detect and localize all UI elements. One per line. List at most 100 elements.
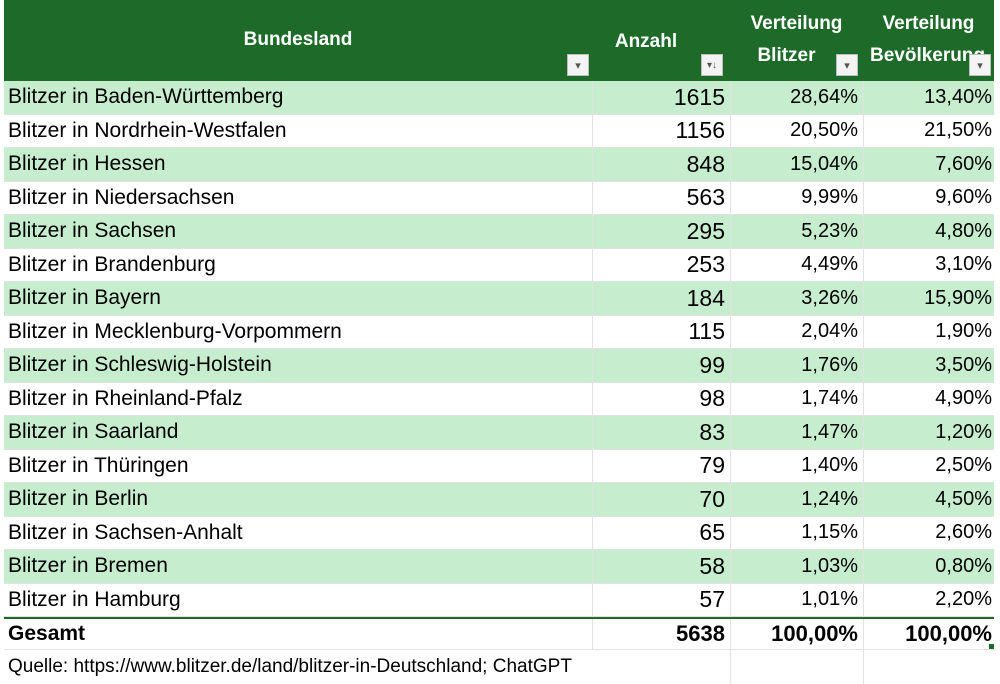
- table-row: Blitzer in Mecklenburg-Vorpommern 115 2,04…: [4, 315, 994, 349]
- header-bundesland[interactable]: Bundesland: [243, 29, 353, 50]
- table-body: Blitzer in Baden-Württemberg 1615 28,64% 13…: [4, 81, 994, 617]
- cell-anzahl[interactable]: 1156: [592, 114, 730, 147]
- total-label[interactable]: Gesamt: [8, 622, 86, 645]
- total-anzahl[interactable]: 5638: [592, 619, 730, 649]
- cell-anzahl[interactable]: 99: [592, 349, 730, 382]
- cell-verteilung-bevoelkerung[interactable]: 15,90%: [863, 282, 994, 315]
- cell-verteilung-bevoelkerung[interactable]: 3,10%: [863, 248, 994, 281]
- header-anzahl[interactable]: Anzahl: [614, 31, 678, 52]
- cell-verteilung-blitzer[interactable]: 1,40%: [730, 449, 863, 482]
- cell-verteilung-blitzer[interactable]: 1,47%: [730, 416, 863, 449]
- cell-bundesland[interactable]: Blitzer in Niedersachsen: [8, 185, 235, 209]
- cell-verteilung-blitzer[interactable]: 28,64%: [730, 81, 863, 114]
- cell-verteilung-bevoelkerung[interactable]: 4,80%: [863, 215, 994, 248]
- cell-bundesland[interactable]: Blitzer in Bayern: [8, 286, 161, 310]
- header-verteilung-blitzer[interactable]: Verteilung Blitzer: [730, 8, 863, 72]
- table-header: Bundesland ▾ Anzahl ▾↓ Verteilung Blitze…: [4, 0, 994, 81]
- cell-anzahl[interactable]: 83: [592, 416, 730, 449]
- cell-bundesland[interactable]: Blitzer in Berlin: [8, 487, 149, 511]
- cell-anzahl[interactable]: 79: [592, 449, 730, 482]
- cell-verteilung-bevoelkerung[interactable]: 1,20%: [863, 416, 994, 449]
- cell-verteilung-bevoelkerung[interactable]: 21,50%: [863, 114, 994, 147]
- cell-verteilung-blitzer[interactable]: 15,04%: [730, 148, 863, 181]
- table-row: Blitzer in Niedersachsen 563 9,99% 9,60%: [4, 181, 994, 215]
- cell-verteilung-bevoelkerung[interactable]: 3,50%: [863, 349, 994, 382]
- header-verteilung-blitzer-line1: Verteilung: [750, 13, 843, 34]
- table-row: Blitzer in Bremen 58 1,03% 0,80%: [4, 550, 994, 584]
- table-row: Blitzer in Baden-Württemberg 1615 28,64% 13…: [4, 81, 994, 115]
- cell-bundesland[interactable]: Blitzer in Thüringen: [8, 453, 189, 477]
- cell-bundesland[interactable]: Blitzer in Nordrhein-Westfalen: [8, 118, 287, 142]
- filter-button-bundesland[interactable]: ▾: [567, 54, 589, 76]
- table-row: Blitzer in Bayern 184 3,26% 15,90%: [4, 282, 994, 316]
- cell-anzahl[interactable]: 57: [592, 583, 730, 616]
- source-note[interactable]: Quelle: https://www.blitzer.de/land/blit…: [8, 656, 572, 677]
- cell-verteilung-bevoelkerung[interactable]: 2,60%: [863, 516, 994, 549]
- cell-verteilung-blitzer[interactable]: 1,76%: [730, 349, 863, 382]
- cell-verteilung-blitzer[interactable]: 1,24%: [730, 483, 863, 516]
- cell-anzahl[interactable]: 253: [592, 248, 730, 281]
- cell-bundesland[interactable]: Blitzer in Schleswig-Holstein: [8, 353, 272, 377]
- cell-verteilung-bevoelkerung[interactable]: 7,60%: [863, 148, 994, 181]
- spreadsheet-table: Bundesland ▾ Anzahl ▾↓ Verteilung Blitze…: [4, 0, 994, 684]
- filter-button-verteilung-bevoelkerung[interactable]: ▾: [969, 54, 991, 76]
- cell-bundesland[interactable]: Blitzer in Baden-Württemberg: [8, 85, 284, 109]
- cell-anzahl[interactable]: 65: [592, 516, 730, 549]
- total-verteilung-bevoelkerung[interactable]: 100,00%: [863, 619, 994, 649]
- header-verteilung-bevoelkerung[interactable]: Verteilung Bevölkerung: [863, 8, 994, 72]
- cell-bundesland[interactable]: Blitzer in Saarland: [8, 420, 179, 444]
- table-row: Blitzer in Nordrhein-Westfalen 1156 20,50%…: [4, 114, 994, 148]
- cell-bundesland[interactable]: Blitzer in Hessen: [8, 152, 166, 176]
- cell-verteilung-bevoelkerung[interactable]: 4,90%: [863, 382, 994, 415]
- cell-anzahl[interactable]: 295: [592, 215, 730, 248]
- header-verteilung-bevoelkerung-line2: Bevölkerung: [870, 45, 986, 66]
- cell-anzahl[interactable]: 848: [592, 148, 730, 181]
- sort-descending-icon: ▾↓: [706, 59, 718, 71]
- cell-verteilung-blitzer[interactable]: 1,01%: [730, 583, 863, 616]
- cell-verteilung-bevoelkerung[interactable]: 2,20%: [863, 583, 994, 616]
- total-verteilung-blitzer[interactable]: 100,00%: [730, 619, 863, 649]
- table-row: Blitzer in Brandenburg 253 4,49% 3,10%: [4, 248, 994, 282]
- cell-anzahl[interactable]: 98: [592, 382, 730, 415]
- cell-anzahl[interactable]: 115: [592, 315, 730, 348]
- cell-verteilung-blitzer[interactable]: 1,03%: [730, 550, 863, 583]
- cell-verteilung-blitzer[interactable]: 3,26%: [730, 282, 863, 315]
- cell-verteilung-bevoelkerung[interactable]: 0,80%: [863, 550, 994, 583]
- resize-handle[interactable]: [989, 644, 994, 649]
- cell-bundesland[interactable]: Blitzer in Rheinland-Pfalz: [8, 386, 243, 410]
- cell-anzahl[interactable]: 1615: [592, 81, 730, 114]
- cell-anzahl[interactable]: 184: [592, 282, 730, 315]
- cell-bundesland[interactable]: Blitzer in Mecklenburg-Vorpommern: [8, 319, 342, 343]
- table-row: Blitzer in Hamburg 57 1,01% 2,20%: [4, 583, 994, 617]
- cell-bundesland[interactable]: Blitzer in Sachsen-Anhalt: [8, 520, 243, 544]
- cell-verteilung-blitzer[interactable]: 2,04%: [730, 315, 863, 348]
- empty-cell[interactable]: [730, 650, 863, 684]
- cell-verteilung-blitzer[interactable]: 1,74%: [730, 382, 863, 415]
- cell-anzahl[interactable]: 58: [592, 550, 730, 583]
- cell-verteilung-blitzer[interactable]: 20,50%: [730, 114, 863, 147]
- cell-verteilung-bevoelkerung[interactable]: 1,90%: [863, 315, 994, 348]
- cell-verteilung-blitzer[interactable]: 4,49%: [730, 248, 863, 281]
- cell-bundesland[interactable]: Blitzer in Bremen: [8, 554, 168, 578]
- cell-verteilung-blitzer[interactable]: 1,15%: [730, 516, 863, 549]
- total-row: Gesamt 5638 100,00% 100,00%: [4, 617, 994, 650]
- cell-bundesland[interactable]: Blitzer in Sachsen: [8, 219, 177, 243]
- table-row: Blitzer in Hessen 848 15,04% 7,60%: [4, 148, 994, 182]
- table-row: Blitzer in Sachsen-Anhalt 65 1,15% 2,60%: [4, 516, 994, 550]
- table-row: Blitzer in Schleswig-Holstein 99 1,76% 3,50…: [4, 349, 994, 383]
- empty-cell[interactable]: [863, 650, 994, 684]
- cell-verteilung-bevoelkerung[interactable]: 9,60%: [863, 181, 994, 214]
- cell-verteilung-bevoelkerung[interactable]: 13,40%: [863, 81, 994, 114]
- cell-bundesland[interactable]: Blitzer in Brandenburg: [8, 252, 216, 276]
- cell-verteilung-blitzer[interactable]: 5,23%: [730, 215, 863, 248]
- table-row: Blitzer in Sachsen 295 5,23% 4,80%: [4, 215, 994, 249]
- cell-verteilung-bevoelkerung[interactable]: 2,50%: [863, 449, 994, 482]
- cell-anzahl[interactable]: 70: [592, 483, 730, 516]
- cell-verteilung-bevoelkerung[interactable]: 4,50%: [863, 483, 994, 516]
- cell-bundesland[interactable]: Blitzer in Hamburg: [8, 587, 181, 611]
- table-row: Blitzer in Saarland 83 1,47% 1,20%: [4, 416, 994, 450]
- cell-verteilung-blitzer[interactable]: 9,99%: [730, 181, 863, 214]
- filter-button-verteilung-blitzer[interactable]: ▾: [836, 54, 858, 76]
- sort-filter-button-anzahl[interactable]: ▾↓: [701, 54, 723, 76]
- cell-anzahl[interactable]: 563: [592, 181, 730, 214]
